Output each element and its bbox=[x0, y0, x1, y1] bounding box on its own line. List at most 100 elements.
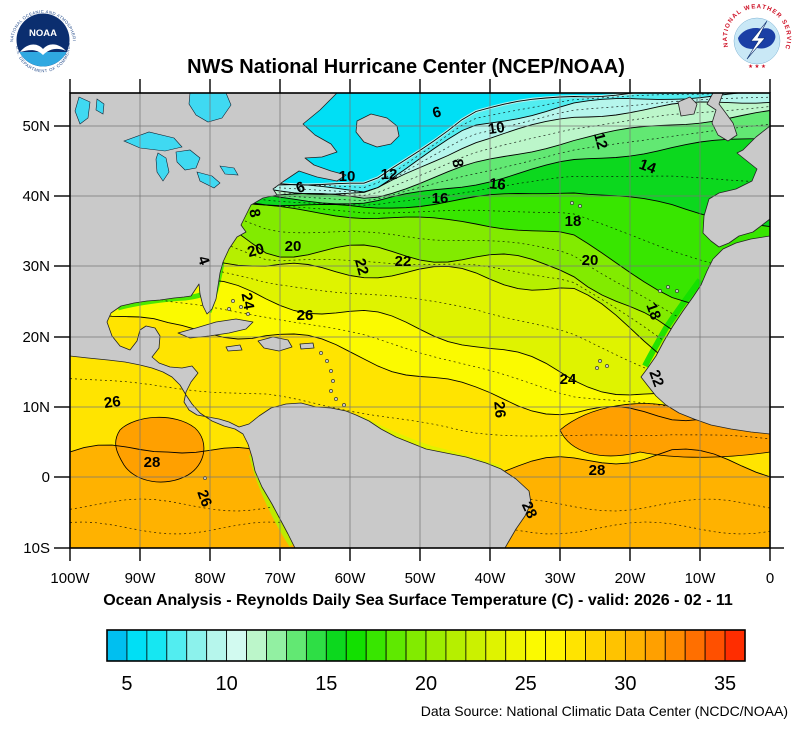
colorbar-cell bbox=[465, 629, 487, 662]
isotherm-dashed bbox=[70, 106, 770, 196]
lon-label: 100W bbox=[50, 570, 90, 587]
contour-label-24: 24 bbox=[560, 371, 577, 388]
lat-label: 30N bbox=[22, 258, 50, 275]
map-axes: 100W 90W 80W 70W 60W 50W 40W 30W 20W 10W 0 50N 40N 30… bbox=[22, 79, 784, 587]
landmass-6 bbox=[677, 96, 698, 117]
contour-label-26: 26 bbox=[193, 488, 215, 509]
small-island bbox=[598, 359, 602, 363]
noaa-logo: NATIONAL OCEANIC AND ATMOSPHERIC ADMINIS… bbox=[6, 1, 77, 74]
noaa-emblem-sea bbox=[19, 52, 67, 67]
nws-logo: NATIONAL WEATHER SERVICE ★ ★ ★ bbox=[719, 0, 791, 74]
lon-label: 60W bbox=[335, 570, 367, 587]
contour-label-18: 18 bbox=[642, 301, 664, 322]
contour-label-28: 28 bbox=[518, 499, 540, 521]
small-island bbox=[605, 364, 609, 368]
colorbar-frame bbox=[106, 629, 746, 662]
isotherm-dashed bbox=[70, 123, 770, 202]
lon-label: 30W bbox=[545, 570, 577, 587]
colorbar-cell bbox=[425, 629, 447, 662]
small-island bbox=[666, 285, 670, 289]
pacific-warm-pool bbox=[115, 416, 205, 483]
lon-label: 40W bbox=[475, 570, 507, 587]
colorbar-cell bbox=[385, 629, 407, 662]
cold-lake-2 bbox=[175, 149, 201, 171]
colorbar-cell bbox=[664, 629, 686, 662]
small-island bbox=[658, 289, 662, 293]
page-title: NWS National Hurricane Center (NCEP/NOAA… bbox=[187, 56, 625, 78]
lat-label: 0 bbox=[42, 469, 50, 486]
colorbar-cell bbox=[644, 629, 666, 662]
colorbar-cell bbox=[266, 629, 287, 662]
colorbar-cell bbox=[246, 629, 267, 662]
colorbar-cell bbox=[545, 629, 566, 662]
colorbar-tick-label: 5 bbox=[121, 673, 132, 695]
landmass-1 bbox=[355, 113, 400, 148]
lon-label: 0 bbox=[766, 570, 774, 587]
nws-lightning-icon bbox=[746, 20, 768, 60]
contour-label-8: 8 bbox=[448, 158, 466, 169]
small-island bbox=[595, 366, 599, 370]
colorbar-tick-label: 20 bbox=[415, 673, 437, 695]
colorbar-tick-label: 15 bbox=[315, 673, 337, 695]
lon-label: 70W bbox=[265, 570, 297, 587]
colorbar-cell bbox=[126, 629, 148, 662]
contour-label-26: 26 bbox=[490, 401, 508, 419]
landmass-7 bbox=[706, 93, 738, 142]
colorbar-cell bbox=[445, 629, 467, 662]
small-island bbox=[227, 307, 231, 311]
colorbar-cell bbox=[186, 629, 208, 662]
contour-label-12: 12 bbox=[590, 131, 611, 152]
colorbar-cell bbox=[624, 629, 646, 662]
colorbar-cell bbox=[605, 629, 626, 662]
lon-label: 90W bbox=[125, 570, 157, 587]
colorbar-tick-label: 25 bbox=[515, 673, 537, 695]
colorbar-cell bbox=[365, 629, 387, 662]
contour-label-10: 10 bbox=[487, 119, 506, 138]
lon-label: 50W bbox=[405, 570, 437, 587]
landmass-0 bbox=[70, 93, 532, 548]
landmass-9 bbox=[640, 235, 770, 435]
colorbar-cell bbox=[485, 629, 507, 662]
colorbar-cell bbox=[565, 629, 586, 662]
graticule bbox=[70, 93, 770, 548]
colorbar-cell bbox=[525, 629, 547, 662]
noaa-wordmark: NOAA bbox=[29, 28, 57, 39]
colorbar-cell bbox=[345, 629, 367, 662]
contour-label-14: 14 bbox=[637, 156, 659, 178]
contour-label-8: 8 bbox=[245, 208, 263, 219]
small-island bbox=[570, 201, 574, 205]
small-island bbox=[578, 204, 582, 208]
small-island bbox=[246, 312, 250, 316]
colorbar-cell bbox=[166, 629, 188, 662]
coastal-fringe-4 bbox=[642, 278, 703, 368]
small-island bbox=[325, 359, 329, 363]
colorbar-cell bbox=[325, 629, 347, 662]
contour-label-26: 26 bbox=[297, 307, 314, 324]
colorbar-cell bbox=[106, 629, 128, 662]
cold-lake-1 bbox=[155, 152, 170, 182]
small-island bbox=[239, 305, 243, 309]
contour-label-16: 16 bbox=[488, 175, 506, 193]
contour-label-18: 18 bbox=[565, 213, 582, 230]
colorbar-cell bbox=[704, 629, 726, 662]
lat-label: 40N bbox=[22, 188, 50, 205]
contour-label-24: 24 bbox=[238, 292, 258, 312]
sst-map bbox=[70, 93, 770, 548]
noaa-seagull-icon bbox=[20, 44, 66, 55]
small-island bbox=[675, 289, 679, 293]
colorbar-cell bbox=[226, 629, 247, 662]
small-island bbox=[331, 379, 335, 383]
contour-label-22: 22 bbox=[645, 368, 667, 389]
landmass-5 bbox=[299, 342, 315, 350]
contour-label-12: 12 bbox=[381, 166, 398, 183]
contour-label-22: 22 bbox=[395, 253, 412, 270]
colorbar-cell bbox=[585, 629, 606, 662]
nws-stars: ★ ★ ★ bbox=[748, 63, 766, 70]
cold-lake-7 bbox=[95, 98, 105, 115]
colorbar-tick-label: 10 bbox=[216, 673, 238, 695]
contour-label-16: 16 bbox=[432, 190, 449, 207]
lon-label: 20W bbox=[615, 570, 647, 587]
